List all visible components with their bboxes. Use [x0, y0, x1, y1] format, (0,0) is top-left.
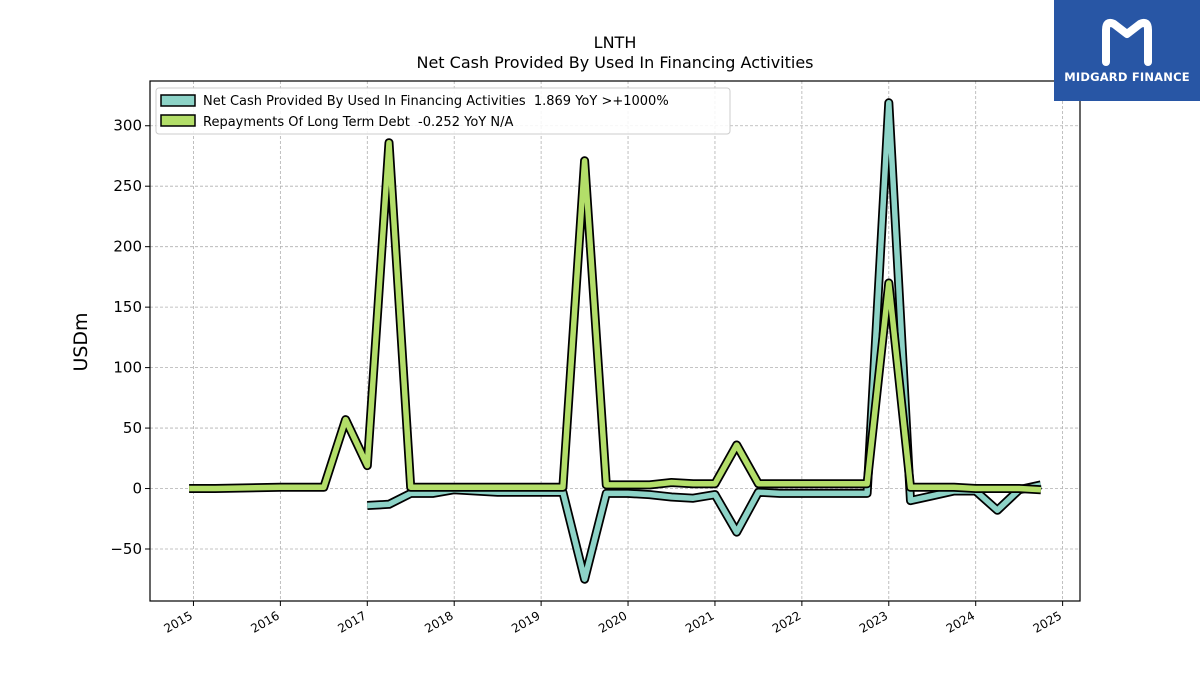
- x-tick-label: 2024: [944, 608, 977, 635]
- series-layer: [189, 98, 1042, 584]
- x-tick-label: 2023: [857, 608, 890, 635]
- y-tick-label: 0: [132, 480, 142, 498]
- brand-logo: MIDGARD FINANCE: [1054, 0, 1200, 101]
- x-tick-label: 2022: [770, 608, 803, 635]
- brand-name: MIDGARD FINANCE: [1064, 70, 1190, 84]
- x-tick-label: 2017: [335, 608, 368, 635]
- series-outline-1: [189, 138, 1042, 495]
- x-tick-label: 2015: [162, 608, 195, 635]
- midgard-logo-icon: [1102, 18, 1152, 66]
- x-tick-label: 2020: [596, 608, 629, 635]
- legend-label-repayments: Repayments Of Long Term Debt -0.252 YoY …: [203, 115, 513, 130]
- x-tick-label: 2016: [248, 608, 281, 635]
- y-tick-label: −50: [110, 540, 142, 558]
- chart-subtitle: Net Cash Provided By Used In Financing A…: [416, 53, 813, 72]
- y-tick-label: 200: [113, 238, 142, 256]
- grid: [150, 81, 1080, 601]
- x-tick-label: 2021: [683, 608, 716, 635]
- y-axis-label: USDm: [70, 312, 92, 371]
- y-tick-label: 150: [113, 298, 142, 316]
- series-outline-0: [367, 98, 1042, 584]
- series-line-0: [367, 100, 1042, 582]
- plot-frame: [149, 80, 1081, 602]
- legend-swatch-net-cash: [160, 94, 196, 107]
- y-tick-label: 250: [113, 177, 142, 195]
- legend-label-net-cash: Net Cash Provided By Used In Financing A…: [203, 94, 669, 109]
- x-tick-label: 2018: [422, 608, 455, 635]
- y-tick-label: 50: [123, 419, 142, 437]
- legend-swatch-repayments: [160, 114, 196, 127]
- legend-box: [155, 87, 731, 135]
- chart-title: LNTH: [594, 33, 637, 52]
- y-tick-label: 100: [113, 359, 142, 377]
- x-tick-label: 2019: [509, 608, 542, 635]
- x-tick-label: 2025: [1031, 608, 1064, 635]
- series-line-1: [189, 139, 1042, 493]
- y-tick-label: 300: [113, 117, 142, 135]
- legend: Net Cash Provided By Used In Financing A…: [155, 87, 731, 135]
